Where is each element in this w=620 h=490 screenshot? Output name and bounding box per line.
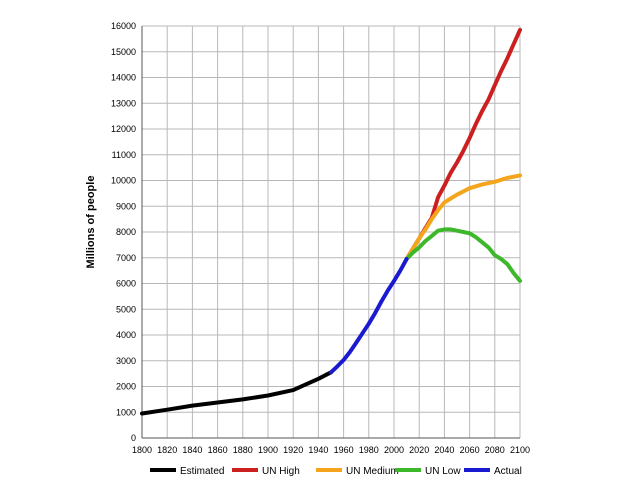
y-tick-label: 0 xyxy=(131,433,136,443)
y-tick-label: 3000 xyxy=(116,356,136,366)
axes xyxy=(141,26,520,439)
x-tick-label: 2040 xyxy=(434,445,454,455)
series-line-un-low xyxy=(404,227,522,283)
x-tick-label: 1940 xyxy=(308,445,328,455)
x-tick-labels: 1800 1820 1840 1860 1880 1900 1920 1940 1960 1980… xyxy=(132,445,530,455)
x-tick-label: 1820 xyxy=(157,445,177,455)
legend-label-un-medium: UN Medium xyxy=(346,466,399,477)
y-tick-label: 10000 xyxy=(111,176,136,186)
x-tick-label: 1800 xyxy=(132,445,152,455)
y-tick-label: 6000 xyxy=(116,279,136,289)
y-tick-label: 1000 xyxy=(116,407,136,417)
x-tick-label: 2020 xyxy=(409,445,429,455)
series-line-actual xyxy=(329,257,409,375)
y-tick-label: 2000 xyxy=(116,382,136,392)
y-tick-label: 15000 xyxy=(111,47,136,57)
x-tick-label: 2100 xyxy=(510,445,530,455)
series-line-un-medium xyxy=(404,173,522,261)
y-tick-labels: 0 1000 2000 3000 4000 5000 6000 7000 8000 9000 100… xyxy=(111,21,136,443)
y-tick-label: 16000 xyxy=(111,21,136,31)
y-tick-label: 13000 xyxy=(111,98,136,108)
x-tick-label: 1980 xyxy=(359,445,379,455)
x-tick-label: 1960 xyxy=(334,445,354,455)
y-tick-label: 8000 xyxy=(116,227,136,237)
x-tick-label: 2000 xyxy=(384,445,404,455)
legend: Estimated UN High UN Medium UN Low Actual xyxy=(150,466,522,477)
legend-label-un-low: UN Low xyxy=(425,466,461,477)
y-tick-label: 7000 xyxy=(116,253,136,263)
y-tick-label: 11000 xyxy=(112,150,136,160)
x-tick-label: 2060 xyxy=(460,445,480,455)
y-axis-label: Millions of people xyxy=(85,176,97,269)
y-tick-label: 14000 xyxy=(111,73,136,83)
x-tick-label: 1860 xyxy=(208,445,228,455)
x-tick-label: 1900 xyxy=(258,445,278,455)
legend-label-actual: Actual xyxy=(494,466,522,477)
y-tick-label: 9000 xyxy=(116,201,136,211)
x-tick-label: 2080 xyxy=(485,445,505,455)
x-tick-label: 1880 xyxy=(233,445,253,455)
x-tick-label: 1920 xyxy=(283,445,303,455)
legend-label-un-high: UN High xyxy=(262,466,300,477)
series-line-estimated xyxy=(140,370,333,416)
y-tick-label: 5000 xyxy=(116,304,136,314)
y-tick-label: 12000 xyxy=(111,124,136,134)
series-lines xyxy=(140,27,522,416)
legend-label-estimated: Estimated xyxy=(180,466,224,477)
series-line-un-high xyxy=(404,27,522,261)
y-tick-label: 4000 xyxy=(116,330,136,340)
x-tick-label: 1840 xyxy=(182,445,202,455)
